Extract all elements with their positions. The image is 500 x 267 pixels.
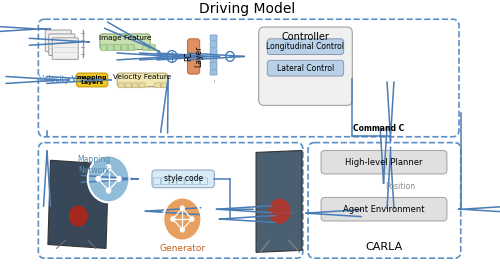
Text: Generator: Generator: [160, 245, 206, 253]
FancyBboxPatch shape: [192, 178, 200, 185]
Text: ...: ...: [147, 82, 154, 88]
Text: Longitudinal Control: Longitudinal Control: [266, 42, 344, 51]
FancyBboxPatch shape: [162, 178, 168, 185]
Circle shape: [163, 198, 202, 241]
FancyBboxPatch shape: [150, 45, 156, 50]
FancyBboxPatch shape: [177, 178, 184, 185]
FancyBboxPatch shape: [122, 45, 128, 50]
Text: Agent Environment: Agent Environment: [343, 205, 424, 214]
Text: FC
Layer: FC Layer: [184, 46, 204, 67]
FancyBboxPatch shape: [162, 83, 168, 88]
FancyBboxPatch shape: [321, 151, 447, 174]
FancyBboxPatch shape: [101, 45, 107, 50]
FancyBboxPatch shape: [100, 34, 150, 50]
Text: ...: ...: [136, 45, 142, 51]
Text: Command C: Command C: [353, 124, 405, 133]
Circle shape: [226, 52, 234, 61]
Text: High-level Planner: High-level Planner: [345, 158, 422, 167]
Text: Controller: Controller: [282, 32, 330, 42]
FancyBboxPatch shape: [132, 83, 138, 88]
FancyBboxPatch shape: [108, 45, 114, 50]
Circle shape: [106, 188, 110, 193]
FancyBboxPatch shape: [125, 83, 131, 88]
FancyBboxPatch shape: [210, 35, 217, 41]
Circle shape: [166, 50, 177, 62]
FancyBboxPatch shape: [139, 83, 145, 88]
Text: Mapping
Network: Mapping Network: [78, 155, 110, 175]
FancyBboxPatch shape: [210, 69, 217, 75]
FancyBboxPatch shape: [142, 45, 148, 50]
FancyBboxPatch shape: [268, 39, 344, 54]
Text: style code: style code: [164, 174, 203, 183]
Circle shape: [117, 176, 121, 181]
Circle shape: [171, 217, 174, 221]
FancyBboxPatch shape: [170, 178, 176, 185]
Circle shape: [190, 217, 194, 221]
FancyBboxPatch shape: [48, 34, 75, 56]
FancyBboxPatch shape: [114, 45, 120, 50]
Circle shape: [180, 206, 184, 210]
Text: mapping
Layers: mapping Layers: [77, 74, 108, 85]
FancyBboxPatch shape: [154, 83, 160, 88]
FancyBboxPatch shape: [52, 38, 78, 59]
Text: Lateral Control: Lateral Control: [277, 64, 334, 73]
Text: Driving Model: Driving Model: [200, 2, 296, 16]
Text: Velocity Feature: Velocity Feature: [114, 74, 172, 80]
FancyBboxPatch shape: [118, 73, 168, 87]
Circle shape: [96, 176, 100, 181]
FancyBboxPatch shape: [268, 60, 344, 76]
Text: Position: Position: [386, 182, 416, 191]
FancyBboxPatch shape: [152, 170, 214, 188]
FancyBboxPatch shape: [321, 198, 447, 221]
Polygon shape: [256, 151, 302, 252]
FancyBboxPatch shape: [185, 178, 192, 185]
Text: Velocity V: Velocity V: [39, 76, 77, 84]
Text: ..: ..: [210, 78, 216, 82]
FancyBboxPatch shape: [118, 83, 124, 88]
Circle shape: [180, 228, 184, 232]
FancyBboxPatch shape: [200, 178, 207, 185]
FancyBboxPatch shape: [46, 30, 72, 52]
Polygon shape: [48, 160, 108, 248]
FancyBboxPatch shape: [210, 42, 217, 48]
FancyBboxPatch shape: [258, 27, 352, 105]
FancyBboxPatch shape: [154, 178, 160, 185]
Circle shape: [88, 155, 130, 202]
FancyBboxPatch shape: [128, 45, 134, 50]
FancyBboxPatch shape: [210, 62, 217, 68]
Circle shape: [70, 206, 87, 226]
FancyBboxPatch shape: [210, 56, 217, 61]
Circle shape: [106, 165, 110, 170]
Circle shape: [269, 199, 290, 223]
Text: Image Feature: Image Feature: [99, 35, 152, 41]
FancyBboxPatch shape: [210, 49, 217, 54]
Text: CARLA: CARLA: [366, 242, 403, 252]
FancyBboxPatch shape: [76, 73, 108, 87]
FancyBboxPatch shape: [188, 39, 200, 74]
